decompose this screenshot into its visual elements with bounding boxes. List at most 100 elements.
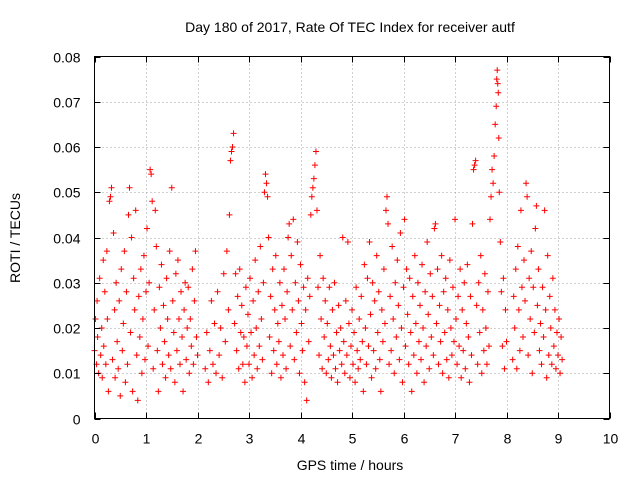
- data-point: [269, 266, 276, 273]
- data-point: [551, 306, 558, 313]
- data-point: [482, 325, 489, 331]
- data-point: [286, 220, 293, 227]
- data-point: [330, 352, 337, 359]
- data-point: [272, 252, 279, 259]
- data-point: [452, 216, 458, 223]
- data-point: [154, 347, 161, 354]
- data-point: [497, 239, 504, 246]
- data-point: [109, 356, 116, 363]
- data-point: [431, 225, 438, 232]
- data-point: [400, 284, 407, 291]
- data-point: [559, 356, 566, 363]
- data-point: [351, 329, 358, 336]
- data-point: [271, 306, 278, 313]
- data-point: [111, 306, 118, 313]
- data-point: [356, 315, 363, 322]
- data-point: [435, 361, 442, 368]
- data-point: [231, 320, 238, 327]
- data-point: [413, 370, 420, 377]
- data-point: [442, 275, 449, 282]
- data-point: [318, 315, 325, 322]
- data-point: [147, 166, 154, 173]
- data-point: [518, 284, 525, 291]
- data-point: [319, 365, 326, 372]
- data-point: [362, 325, 369, 331]
- data-point: [226, 211, 233, 218]
- data-point: [304, 275, 311, 282]
- data-point: [380, 266, 387, 273]
- data-point: [239, 361, 246, 368]
- data-point: [234, 293, 241, 300]
- data-point: [555, 352, 561, 359]
- data-point: [276, 279, 283, 286]
- data-point: [113, 279, 120, 286]
- data-point: [347, 343, 354, 350]
- data-point: [287, 343, 294, 350]
- y-tick-label: 0.02: [53, 321, 80, 337]
- data-point: [470, 166, 477, 173]
- data-point: [395, 302, 402, 309]
- data-point: [407, 329, 414, 336]
- data-point: [263, 180, 270, 187]
- data-point: [128, 234, 135, 241]
- data-point: [97, 352, 104, 359]
- data-point: [133, 352, 140, 359]
- data-point: [188, 343, 195, 350]
- data-point: [408, 388, 415, 395]
- data-point: [519, 334, 526, 341]
- data-point: [502, 306, 509, 313]
- data-point: [299, 347, 306, 354]
- data-point: [255, 288, 262, 295]
- data-point: [278, 302, 285, 309]
- data-point: [273, 361, 280, 368]
- data-point: [293, 329, 300, 336]
- chart-title: Day 180 of 2017, Rate Of TEC Index for r…: [185, 19, 515, 35]
- data-point: [437, 338, 444, 345]
- y-tick-label: 0.01: [53, 366, 80, 382]
- data-point: [542, 306, 549, 313]
- data-point: [244, 311, 251, 318]
- data-point: [547, 325, 554, 331]
- data-point: [265, 234, 272, 241]
- data-point: [327, 343, 334, 350]
- data-point: [429, 293, 436, 300]
- data-point: [472, 157, 479, 164]
- data-points: [91, 67, 566, 404]
- data-point: [552, 365, 559, 372]
- data-point: [325, 356, 332, 363]
- data-point: [546, 293, 553, 300]
- data-point: [331, 279, 338, 286]
- data-point: [355, 365, 362, 372]
- data-point: [398, 325, 405, 331]
- data-point: [285, 234, 292, 241]
- data-point: [291, 356, 298, 363]
- data-point: [403, 266, 410, 273]
- data-point: [461, 279, 468, 286]
- grid-layer: [94, 56, 610, 419]
- data-point: [339, 234, 346, 241]
- data-point: [359, 338, 366, 345]
- data-point: [144, 225, 151, 232]
- data-point: [556, 315, 563, 322]
- data-point: [455, 293, 462, 300]
- data-point: [456, 343, 463, 350]
- data-point: [307, 211, 314, 218]
- data-point: [517, 207, 524, 214]
- data-point: [558, 334, 565, 341]
- data-point: [150, 365, 157, 372]
- data-point: [208, 297, 215, 304]
- data-point: [257, 243, 264, 250]
- data-point: [539, 284, 546, 291]
- data-point: [340, 338, 347, 345]
- data-point: [411, 252, 418, 259]
- data-point: [167, 365, 174, 372]
- data-point: [394, 257, 401, 264]
- data-point: [449, 284, 456, 291]
- data-point: [420, 325, 427, 331]
- data-point: [516, 347, 523, 354]
- data-point: [453, 315, 460, 322]
- data-point: [526, 275, 533, 282]
- data-point: [370, 347, 377, 354]
- data-point: [189, 266, 196, 273]
- data-point: [460, 347, 467, 354]
